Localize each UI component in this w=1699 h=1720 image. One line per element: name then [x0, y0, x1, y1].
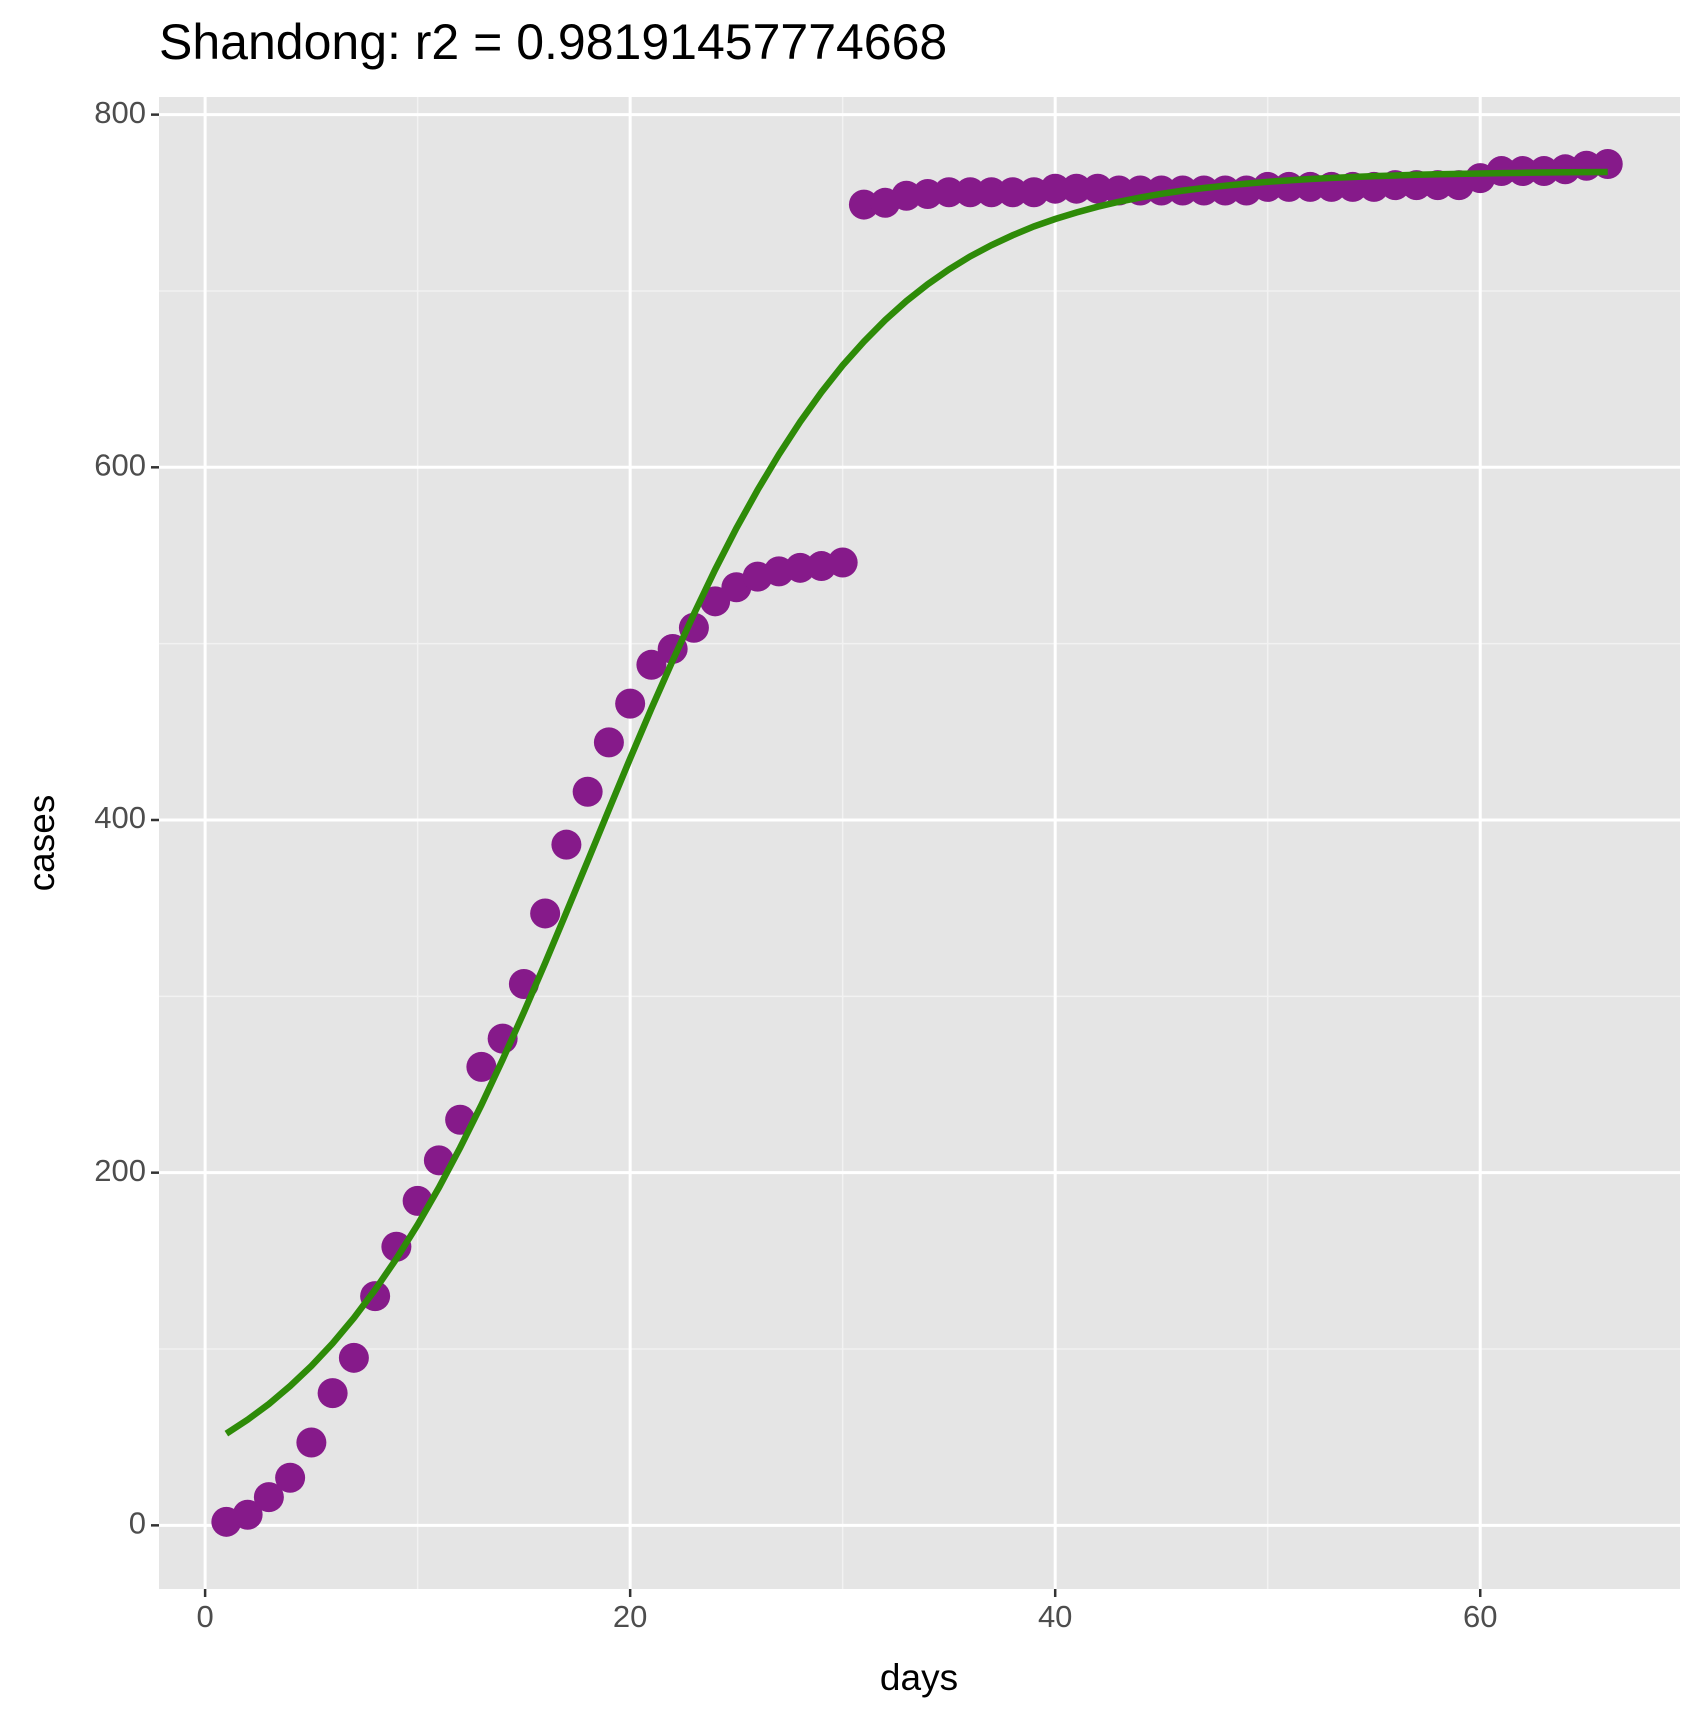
point — [466, 1051, 497, 1082]
y-tick-label: 800 — [94, 95, 146, 130]
panel — [159, 97, 1680, 1589]
chart-title: Shandong: r2 = 0.98191457774668 — [159, 14, 947, 70]
y-tick-label: 0 — [129, 1506, 146, 1541]
point — [381, 1231, 412, 1262]
grid — [159, 97, 1680, 1589]
point — [615, 688, 646, 719]
y-tick-label: 600 — [94, 447, 146, 482]
point — [933, 177, 964, 208]
x-tick-label: 40 — [1038, 1599, 1072, 1634]
x-tick-label: 60 — [1463, 1599, 1497, 1634]
x-tick-label: 0 — [196, 1599, 213, 1634]
point — [317, 1378, 348, 1409]
point — [338, 1342, 369, 1373]
marks — [211, 149, 1623, 1537]
x-tick-label: 20 — [613, 1599, 647, 1634]
point — [593, 727, 624, 758]
point — [296, 1427, 327, 1458]
fit-line — [224, 168, 1608, 1437]
point — [1061, 173, 1092, 204]
point — [572, 776, 603, 807]
point — [253, 1482, 284, 1513]
point — [1040, 173, 1071, 204]
y-tick-label: 200 — [94, 1153, 146, 1188]
point — [232, 1499, 263, 1530]
point — [955, 177, 986, 208]
point — [551, 829, 582, 860]
point — [700, 586, 731, 617]
point — [976, 177, 1007, 208]
y-tick-label: 400 — [94, 800, 146, 835]
point — [275, 1462, 306, 1493]
x-axis-title: days — [880, 1657, 958, 1698]
point — [636, 649, 667, 680]
point — [997, 177, 1028, 208]
point — [530, 898, 561, 929]
point — [827, 547, 858, 578]
y-axis-title: cases — [21, 795, 62, 892]
